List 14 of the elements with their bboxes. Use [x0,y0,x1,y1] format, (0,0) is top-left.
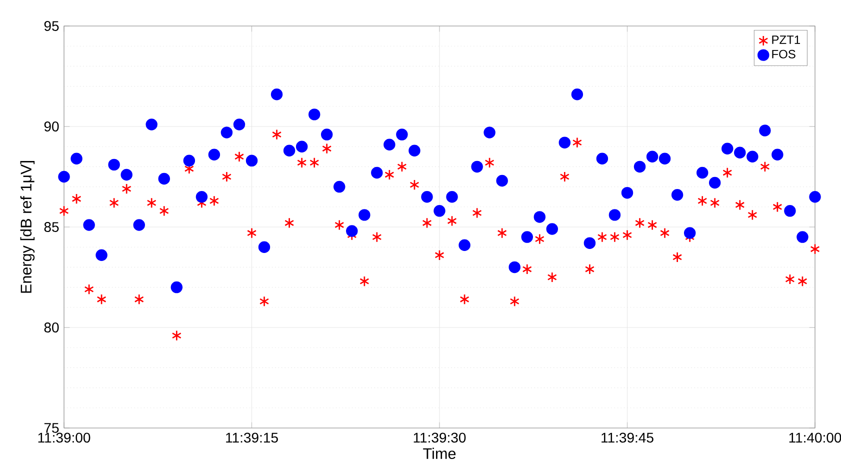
y-tick-label: 80 [44,322,59,332]
x-tick-label: 11:39:15 [226,432,278,443]
y-tick-label: 85 [44,222,59,232]
x-tick-label: 11:39:45 [602,432,654,443]
x-tick-label: 11:39:30 [414,432,466,443]
y-tick-label: 75 [44,423,59,433]
x-tick-label: 11:39:00 [38,432,90,443]
x-tick-label: 11:40:00 [789,432,841,443]
y-tick-label: 90 [44,122,59,132]
legend-label: FOS [772,50,796,58]
y-axis-title: Energy [dB ref 1μV] [20,161,35,293]
legend-label: PZT1 [772,36,800,44]
x-axis-title: Time [423,448,456,460]
y-tick-label: 95 [44,21,59,31]
